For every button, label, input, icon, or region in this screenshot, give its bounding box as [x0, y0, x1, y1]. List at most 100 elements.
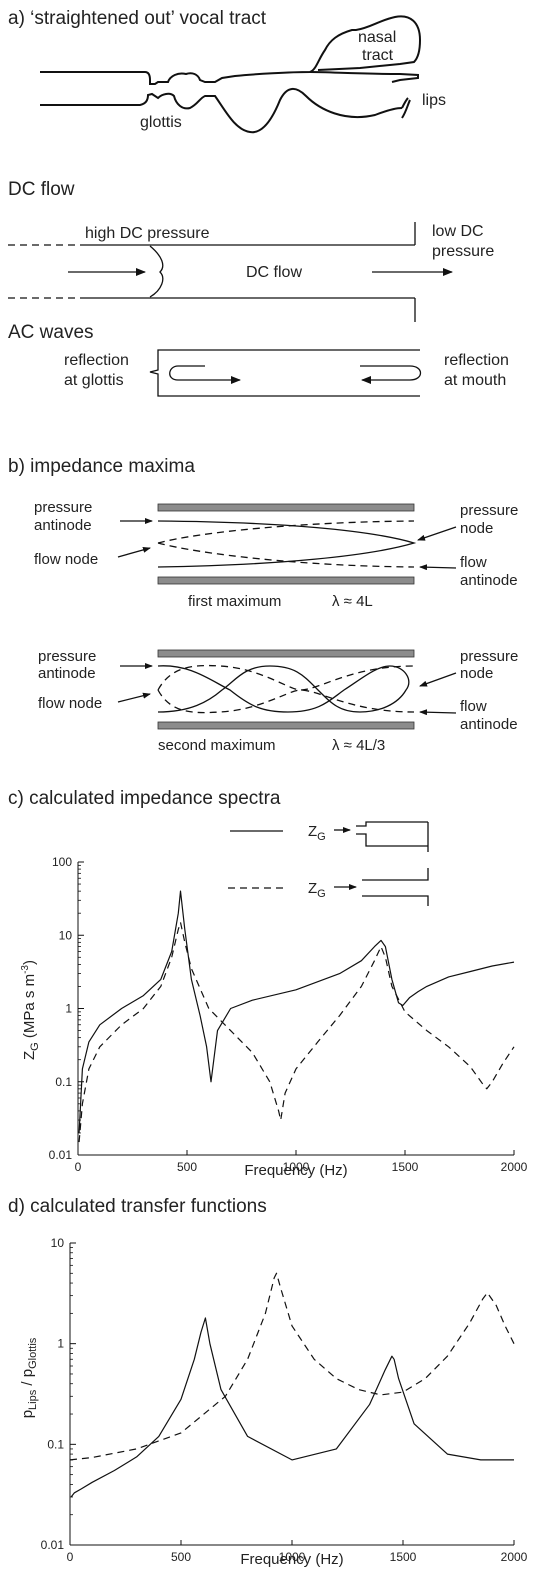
- legend-closed-tube: [356, 821, 429, 852]
- legend-open-tube: [362, 868, 429, 906]
- first-max-caption: first maximum: [188, 593, 281, 610]
- tube-wall-top-2: [157, 649, 415, 658]
- ac-tube-outline: [149, 349, 420, 397]
- glottis-label: glottis: [140, 114, 182, 131]
- chart-d-series-dashed: [69, 1272, 515, 1461]
- flow-standing-wave-2a: [157, 664, 415, 691]
- lips-lower: [401, 97, 411, 119]
- chart-c-ylabel: ZG (MPa s m-3): [20, 960, 41, 1060]
- chart-c-xlabel: Frequency (Hz): [244, 1162, 347, 1179]
- flow-standing-wave-2b: [157, 689, 415, 714]
- fa-arrow-2: [419, 709, 457, 716]
- fa-label-1a: flow: [460, 554, 487, 571]
- refl-glottis-label-1: reflection: [64, 352, 129, 369]
- low-pressure-label-1: low DC: [432, 223, 484, 240]
- pn-arrow-1: [417, 526, 457, 541]
- chart-d-xtick-label: 2000: [501, 1550, 528, 1564]
- chart-d-ytick-label: 10: [51, 1236, 65, 1250]
- panel-d-heading: d) calculated transfer functions: [8, 1196, 267, 1217]
- chart-c-xtick-label: 0: [75, 1160, 82, 1174]
- dc-flow-diagram: DC flow high DC pressure DC flow low DC …: [8, 179, 494, 322]
- ac-mouth-reflection-arrow: [360, 365, 422, 384]
- nasal-label-2: tract: [362, 47, 394, 64]
- dc-flow-heading: DC flow: [8, 179, 75, 200]
- ac-waves-heading: AC waves: [8, 322, 94, 343]
- second-max-caption: second maximum: [158, 737, 276, 754]
- flow-standing-wave-1b: [157, 542, 415, 568]
- pa-label-1b: antinode: [34, 517, 92, 534]
- pa-label-2b: antinode: [38, 665, 96, 682]
- panel-a-heading: a) ‘straightened out’ vocal tract: [8, 8, 267, 29]
- high-pressure-label: high DC pressure: [85, 225, 210, 242]
- tube-wall-top-1: [157, 503, 415, 512]
- panel-b-heading: b) impedance maxima: [8, 456, 195, 477]
- tube-wall-bottom-2: [157, 721, 415, 730]
- fn-arrow-2: [117, 692, 151, 703]
- pa-label-2a: pressure: [38, 648, 96, 665]
- panel-c: c) calculated impedance spectra ZG ZG 0 5…: [8, 788, 528, 1179]
- pn-label-1b: node: [460, 520, 493, 537]
- ac-glottis-reflection-arrow: [169, 365, 241, 384]
- tube-wall-bottom-1: [157, 576, 415, 585]
- fn-label-1: flow node: [34, 551, 98, 568]
- chart-c-ytick-label: 100: [52, 855, 72, 869]
- chart-d-ytick-label: 0.1: [47, 1437, 64, 1451]
- chart-c-xtick-label: 1000: [283, 1160, 310, 1174]
- nasal-coupling: [309, 71, 419, 83]
- chart-d-xtick-label: 0: [67, 1550, 74, 1564]
- chart-c-ytick-label: 0.01: [49, 1148, 73, 1162]
- chart-c-xtick-label: 500: [177, 1160, 197, 1174]
- fa-label-2b: antinode: [460, 716, 518, 733]
- chart-d-xtick-label: 1500: [390, 1550, 417, 1564]
- fn-arrow-1: [117, 547, 151, 558]
- dc-glottis-folds: [149, 245, 164, 298]
- fa-label-2a: flow: [460, 698, 487, 715]
- pn-label-1a: pressure: [460, 502, 518, 519]
- chart-c-xtick-label: 1500: [392, 1160, 419, 1174]
- pressure-standing-wave-2: [157, 665, 410, 713]
- chart-d-ytick-label: 0.01: [41, 1538, 65, 1552]
- pn-label-2b: node: [460, 665, 493, 682]
- pressure-standing-wave-1: [157, 520, 417, 568]
- panel-a: a) ‘straightened out’ vocal tract nasal …: [8, 8, 446, 134]
- vocal-tract-upper-wall: [40, 15, 422, 85]
- refl-mouth-label-1: reflection: [444, 352, 509, 369]
- chart-d-series-solid: [70, 1317, 514, 1498]
- panel-c-heading: c) calculated impedance spectra: [8, 788, 281, 809]
- panel-d: d) calculated transfer functions 0 500 10 0…: [8, 1196, 528, 1568]
- flow-standing-wave-1a: [157, 520, 415, 544]
- ac-waves-diagram: AC waves reflection at glottis reflectio…: [8, 322, 509, 397]
- panel-b: b) impedance maxima pressure antinode fl…: [8, 456, 518, 754]
- refl-mouth-label-2: at mouth: [444, 372, 506, 389]
- pn-arrow-2: [419, 672, 457, 687]
- impedance-chart: 0 500 1000 1500 2000 0.01 0.1 1 10 100: [49, 855, 528, 1174]
- chart-d-xlabel: Frequency (Hz): [240, 1551, 343, 1568]
- first-max-lambda: λ ≈ 4L: [332, 593, 373, 610]
- chart-c-ytick-label: 10: [59, 928, 73, 942]
- chart-c-series-dashed: [78, 921, 515, 1143]
- low-pressure-label-2: pressure: [432, 243, 494, 260]
- first-maximum-diagram: pressure antinode flow node pressure nod…: [34, 499, 518, 610]
- chart-d-xtick-label: 500: [171, 1550, 191, 1564]
- refl-glottis-label-2: at glottis: [64, 372, 124, 389]
- legend-zg-1: ZG: [308, 823, 326, 843]
- chart-d-ylabel: pLips / pGlottis: [19, 1337, 39, 1418]
- legend-zg-2: ZG: [308, 880, 326, 900]
- chart-c-ytick-label: 0.1: [55, 1075, 72, 1089]
- vocal-tract-lower-wall: [40, 88, 403, 134]
- fa-label-1b: antinode: [460, 572, 518, 589]
- second-max-lambda: λ ≈ 4L/3: [332, 737, 385, 754]
- chart-c-ytick-label: 1: [65, 1002, 72, 1016]
- chart-d-ytick-label: 1: [57, 1337, 64, 1351]
- lips-label: lips: [422, 92, 446, 109]
- vocal-tract-outline: nasal tract lips glottis: [40, 15, 446, 134]
- fn-label-2: flow node: [38, 695, 102, 712]
- nasal-label-1: nasal: [358, 29, 396, 46]
- chart-c-xtick-label: 2000: [501, 1160, 528, 1174]
- chart-c-series-solid: [78, 890, 515, 1133]
- transfer-chart: 0 500 1000 1500 2000 0.01 0.1 1 10: [41, 1236, 528, 1564]
- impedance-legend: ZG ZG: [228, 821, 429, 906]
- second-maximum-diagram: pressure antinode flow node pressure nod…: [38, 648, 518, 754]
- fa-arrow-1: [419, 564, 457, 571]
- pn-label-2a: pressure: [460, 648, 518, 665]
